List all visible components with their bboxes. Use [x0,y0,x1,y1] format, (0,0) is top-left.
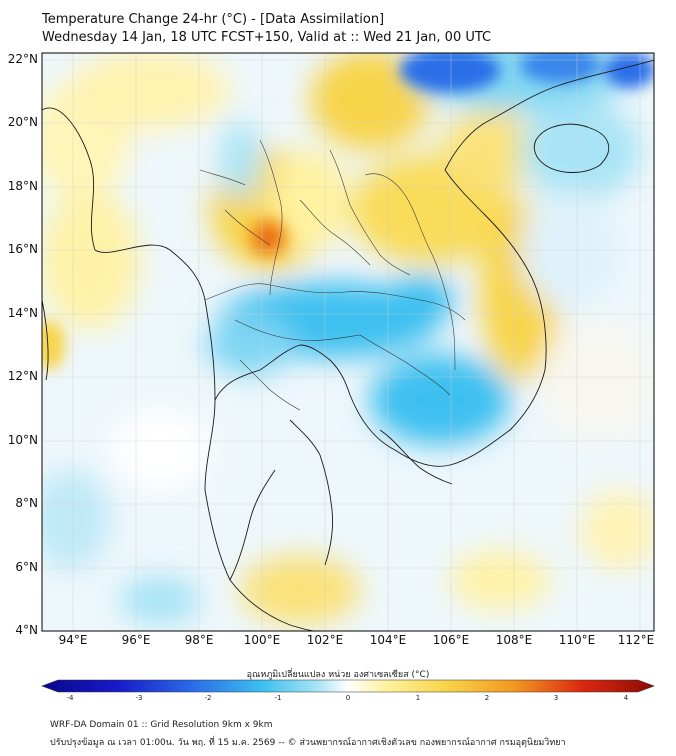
colorbar-tick: 1 [415,694,421,702]
lat-label: 6°N [15,560,38,574]
colorbar-tick: -2 [204,694,212,702]
lon-label: 106°E [432,633,470,647]
map-frame [41,52,655,632]
lon-label: 100°E [243,633,281,647]
lon-label: 112°E [617,633,655,647]
lon-label: 108°E [495,633,533,647]
graticule [42,53,654,631]
footer-credit: ปรับปรุงข้อมูล ณ เวลา 01:00น. วัน พฤ. ที… [50,738,566,748]
colorbar-tick: 0 [345,694,351,702]
map-subtitle: Wednesday 14 Jan, 18 UTC FCST+150, Valid… [42,30,492,45]
colorbar-tick: -3 [135,694,143,702]
colorbar-tick: -4 [66,694,74,702]
lon-label: 98°E [184,633,214,647]
map-title: Temperature Change 24-hr (°C) - [Data As… [42,12,385,27]
lat-label: 4°N [15,623,38,637]
lat-label: 14°N [7,306,38,320]
coastlines [42,59,654,631]
lat-label: 16°N [7,242,38,256]
lat-label: 8°N [15,496,38,510]
lon-label: 104°E [369,633,407,647]
colorbar-tick: 3 [553,694,559,702]
lat-label: 20°N [7,115,38,129]
temperature-field [42,53,654,631]
colorbar [41,679,655,693]
colorbar-tick: -1 [274,694,282,702]
colorbar-title: อุณหภูมิเปลี่ยนแปลง หน่วย องศาเซลเซียส (… [246,670,430,680]
lat-label: 12°N [7,369,38,383]
lat-label: 22°N [7,52,38,66]
colorbar-tick: 4 [623,694,629,702]
footer-model-info: WRF-DA Domain 01 :: Grid Resolution 9km … [50,720,273,730]
lon-label: 96°E [121,633,151,647]
admin-borders [199,139,466,411]
lon-label: 110°E [558,633,596,647]
lat-label: 10°N [7,433,38,447]
lon-label: 94°E [58,633,88,647]
lon-label: 102°E [306,633,344,647]
colorbar-tick: 2 [484,694,490,702]
lat-label: 18°N [7,179,38,193]
